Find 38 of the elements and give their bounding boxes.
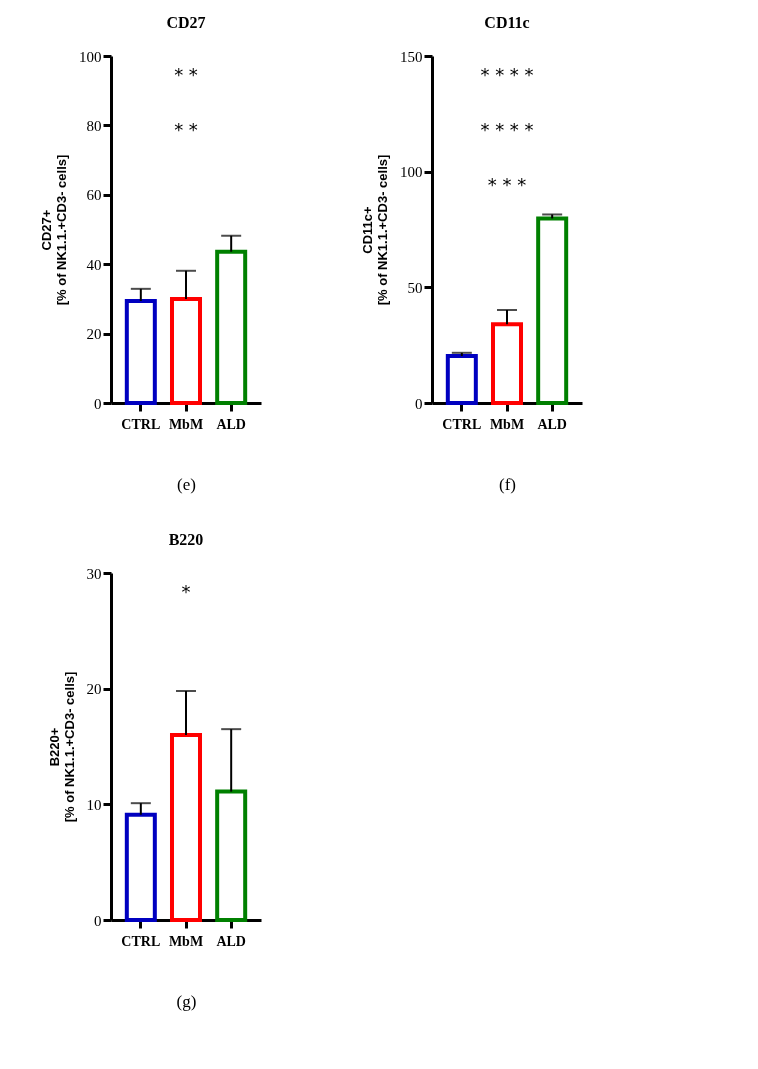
y-tick-label: 40 <box>86 256 102 273</box>
annotation: * * <box>174 119 198 140</box>
y-tick-label: 80 <box>86 117 102 134</box>
y-tick-label: 0 <box>94 912 102 929</box>
annotation: * * * <box>487 174 527 195</box>
y-tick-label: 0 <box>415 395 423 412</box>
annotation: * * * * <box>480 119 534 140</box>
y-tick-label: 10 <box>86 796 102 813</box>
chart-title: CD11c <box>484 14 530 31</box>
y-tick-label: 150 <box>400 48 423 65</box>
x-axis-title: (g) <box>176 991 197 1011</box>
x-tick-label: CTRL <box>121 933 161 949</box>
y-axis-title: CD27+ [% of NK1.1.+CD3- cells] <box>39 154 69 306</box>
y-tick-label: 30 <box>86 565 102 582</box>
y-tick-label: 0 <box>94 395 102 412</box>
x-tick-label: MbM <box>489 416 525 432</box>
x-tick-label: ALD <box>216 933 246 949</box>
x-tick-label: CTRL <box>121 416 161 432</box>
y-axis-title: CD11c+ [% of NK1.1.+CD3- cells] <box>360 154 390 306</box>
x-tick-label: MbM <box>168 416 204 432</box>
x-tick-label: ALD <box>216 416 246 432</box>
annotation: * * * * <box>480 64 534 85</box>
x-tick-label: CTRL <box>442 416 482 432</box>
annotation: * * <box>174 64 198 85</box>
chart-title: CD27 <box>166 14 206 31</box>
y-axis-title: B220+ [% of NK1.1.+CD3- cells] <box>46 671 77 823</box>
y-tick-label: 60 <box>86 187 102 204</box>
y-tick-label: 100 <box>400 164 423 181</box>
y-tick-label: 20 <box>86 326 102 343</box>
annotation: * <box>181 581 191 602</box>
y-tick-label: 50 <box>407 279 423 296</box>
x-axis-title: (e) <box>177 474 196 494</box>
x-axis-title: (f) <box>499 474 516 494</box>
x-tick-label: MbM <box>168 933 204 949</box>
x-tick-label: ALD <box>537 416 567 432</box>
y-tick-label: 100 <box>79 48 102 65</box>
chart-title: B220 <box>168 531 204 548</box>
y-tick-label: 20 <box>86 681 102 698</box>
